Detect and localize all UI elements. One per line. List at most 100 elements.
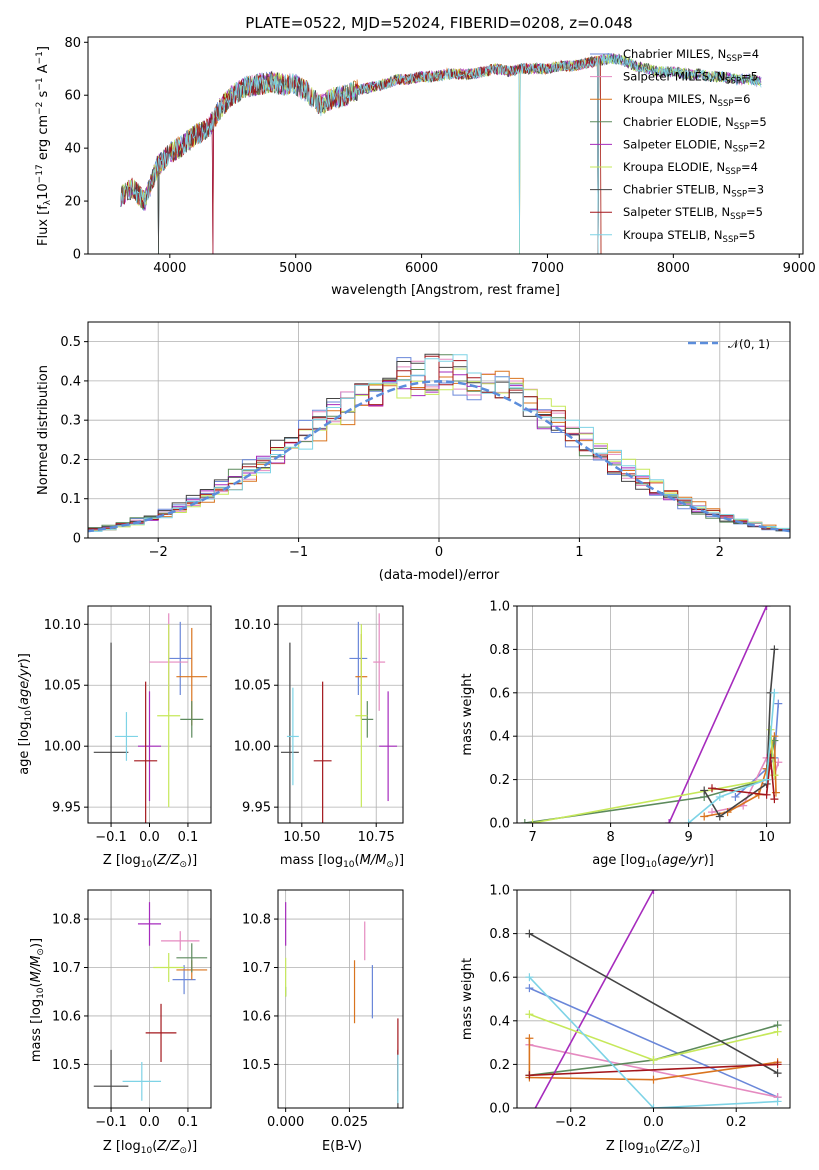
legend-subscript: SSP bbox=[725, 77, 741, 87]
x-tick-label: 5000 bbox=[279, 261, 312, 276]
legend-count: =4 bbox=[741, 160, 758, 174]
label-part: )] bbox=[187, 853, 197, 868]
x-tick-label: 0.000 bbox=[267, 1115, 304, 1130]
y-tick-label: 0.1 bbox=[60, 492, 81, 507]
y-tick-label: 80 bbox=[64, 36, 81, 51]
normal-reference-curve bbox=[88, 380, 790, 533]
x-tick-label: 10 bbox=[758, 830, 775, 845]
plot-frame bbox=[516, 889, 791, 1109]
label-part: 10 bbox=[645, 860, 657, 870]
label-part: 10 bbox=[141, 860, 153, 870]
x-axis-label: (data-model)/error bbox=[379, 568, 500, 583]
figure-title: PLATE=0522, MJD=52024, FIBERID=0208, z=0… bbox=[245, 14, 632, 32]
y-tick-label: 10.5 bbox=[242, 1058, 271, 1073]
label-part: ⊙ bbox=[386, 860, 394, 870]
weight-marker-2 bbox=[700, 812, 709, 821]
y-tick-label: 10.7 bbox=[52, 961, 81, 976]
weight-line-7 bbox=[529, 1063, 778, 1077]
weight-line-7 bbox=[711, 757, 776, 800]
label-part: Z/Z bbox=[659, 1139, 683, 1154]
weight-marker-6 bbox=[715, 812, 724, 821]
y-tick-label: 0.4 bbox=[489, 730, 510, 745]
legend-subscript: SSP bbox=[731, 190, 747, 200]
weight-marker-0 bbox=[774, 699, 783, 708]
label-part: ( bbox=[655, 1139, 660, 1154]
weight-marker-5 bbox=[525, 1010, 534, 1019]
x-tick-label: 7000 bbox=[531, 261, 564, 276]
legend-count: =5 bbox=[738, 228, 755, 242]
label-part: Z/Z bbox=[156, 1139, 180, 1154]
y-axis-label: Normed distribution bbox=[36, 365, 51, 495]
x-tick-label: −0.1 bbox=[95, 830, 127, 845]
y-tick-label: 0.8 bbox=[489, 927, 510, 942]
spectrum-line-4 bbox=[120, 53, 762, 254]
label-part: age/yr bbox=[17, 662, 32, 705]
x-tick-label: 0.025 bbox=[331, 1115, 368, 1130]
legend-subscript: SSP bbox=[723, 235, 739, 245]
x-tick-label: 0.1 bbox=[178, 1115, 199, 1130]
x-tick-label: −2 bbox=[149, 545, 168, 560]
x-tick-label: −0.2 bbox=[555, 1115, 587, 1130]
y-tick-label: 10.5 bbox=[52, 1058, 81, 1073]
x-axis-label: Z [log10(Z/Z⊙)] bbox=[103, 1139, 197, 1156]
label-part: mass [log bbox=[280, 853, 343, 868]
weight-marker-4 bbox=[762, 606, 771, 610]
weight-line-1 bbox=[529, 1044, 778, 1098]
spectrum-line-1 bbox=[120, 53, 762, 254]
residual-histogram-panel: −2 −1 0 1 2 0 0.1 0.2 0.3 0.4 0.5 𝒩(0, 1) (data-mode… bbox=[36, 321, 791, 583]
x-tick-label: 0.2 bbox=[726, 1115, 747, 1130]
weight-vs-metallicity-panel: −0.2 0.0 0.2 0.0 0.2 0.4 0.6 0.8 1.0 mass weight Z… bbox=[460, 884, 791, 1156]
x-tick-label: 8 bbox=[606, 830, 614, 845]
y-tick-label: 10.10 bbox=[234, 618, 271, 633]
legend-subscript: SSP bbox=[734, 122, 750, 132]
y-tick-label: 1.0 bbox=[489, 600, 510, 615]
label-part: Z [log bbox=[606, 1139, 644, 1154]
weight-line-4 bbox=[534, 890, 655, 1108]
weight-marker-8 bbox=[770, 688, 779, 697]
label-part: )] bbox=[17, 653, 32, 663]
plot-frame bbox=[87, 889, 212, 1109]
legend-count: =5 bbox=[741, 70, 758, 84]
legend-subscript: SSP bbox=[733, 144, 749, 154]
legend-entry-1: Salpeter MILES, NSSP=5 bbox=[623, 70, 758, 87]
weight-marker-4 bbox=[525, 1115, 533, 1123]
weight-line-8 bbox=[688, 692, 776, 823]
weight-line-2 bbox=[528, 1038, 778, 1081]
label-part: 10 bbox=[343, 860, 355, 870]
mass-vs-extinction-panel: 0.000 0.025 10.5 10.6 10.7 10.8 E(B-V) bbox=[242, 889, 404, 1154]
legend-entry-7: Salpeter STELIB, NSSP=5 bbox=[623, 205, 763, 222]
legend-subscript: SSP bbox=[725, 167, 741, 177]
y-tick-label: 0.0 bbox=[489, 1102, 510, 1117]
legend-entry-2: Kroupa MILES, NSSP=6 bbox=[623, 92, 750, 109]
y-tick-label: 60 bbox=[64, 89, 81, 104]
legend-count: =3 bbox=[747, 183, 764, 197]
legend-subscript: SSP bbox=[730, 212, 746, 222]
weight-marker-2 bbox=[649, 1075, 658, 1084]
weight-marker-0 bbox=[731, 792, 740, 801]
y-tick-label: 10.6 bbox=[242, 1009, 271, 1024]
y-tick-label: 0.0 bbox=[489, 817, 510, 832]
label-part: M/M bbox=[29, 956, 44, 983]
x-tick-label: 10.50 bbox=[283, 830, 320, 845]
legend-subscript: SSP bbox=[726, 54, 742, 64]
weight-marker-8 bbox=[684, 819, 693, 823]
legend-count: =2 bbox=[749, 137, 766, 151]
label-part: Z/Z bbox=[156, 853, 180, 868]
spectrum-line-6 bbox=[120, 53, 762, 254]
label-part: ⊙ bbox=[682, 1146, 690, 1156]
spectrum-line-3 bbox=[120, 53, 762, 254]
y-tick-label: 9.95 bbox=[52, 801, 81, 816]
x-tick-label: 1 bbox=[575, 545, 583, 560]
weight-marker-6 bbox=[770, 645, 779, 654]
weight-marker-8 bbox=[773, 1097, 782, 1106]
plot-frame bbox=[277, 889, 404, 1109]
y-tick-label: 40 bbox=[64, 142, 81, 157]
weight-marker-5 bbox=[773, 1027, 782, 1036]
label-part: ( bbox=[657, 853, 662, 868]
x-tick-label: 9 bbox=[684, 830, 692, 845]
y-tick-label: 20 bbox=[64, 195, 81, 210]
label-part: )] bbox=[394, 853, 404, 868]
y-tick-label: 0.4 bbox=[60, 374, 81, 389]
